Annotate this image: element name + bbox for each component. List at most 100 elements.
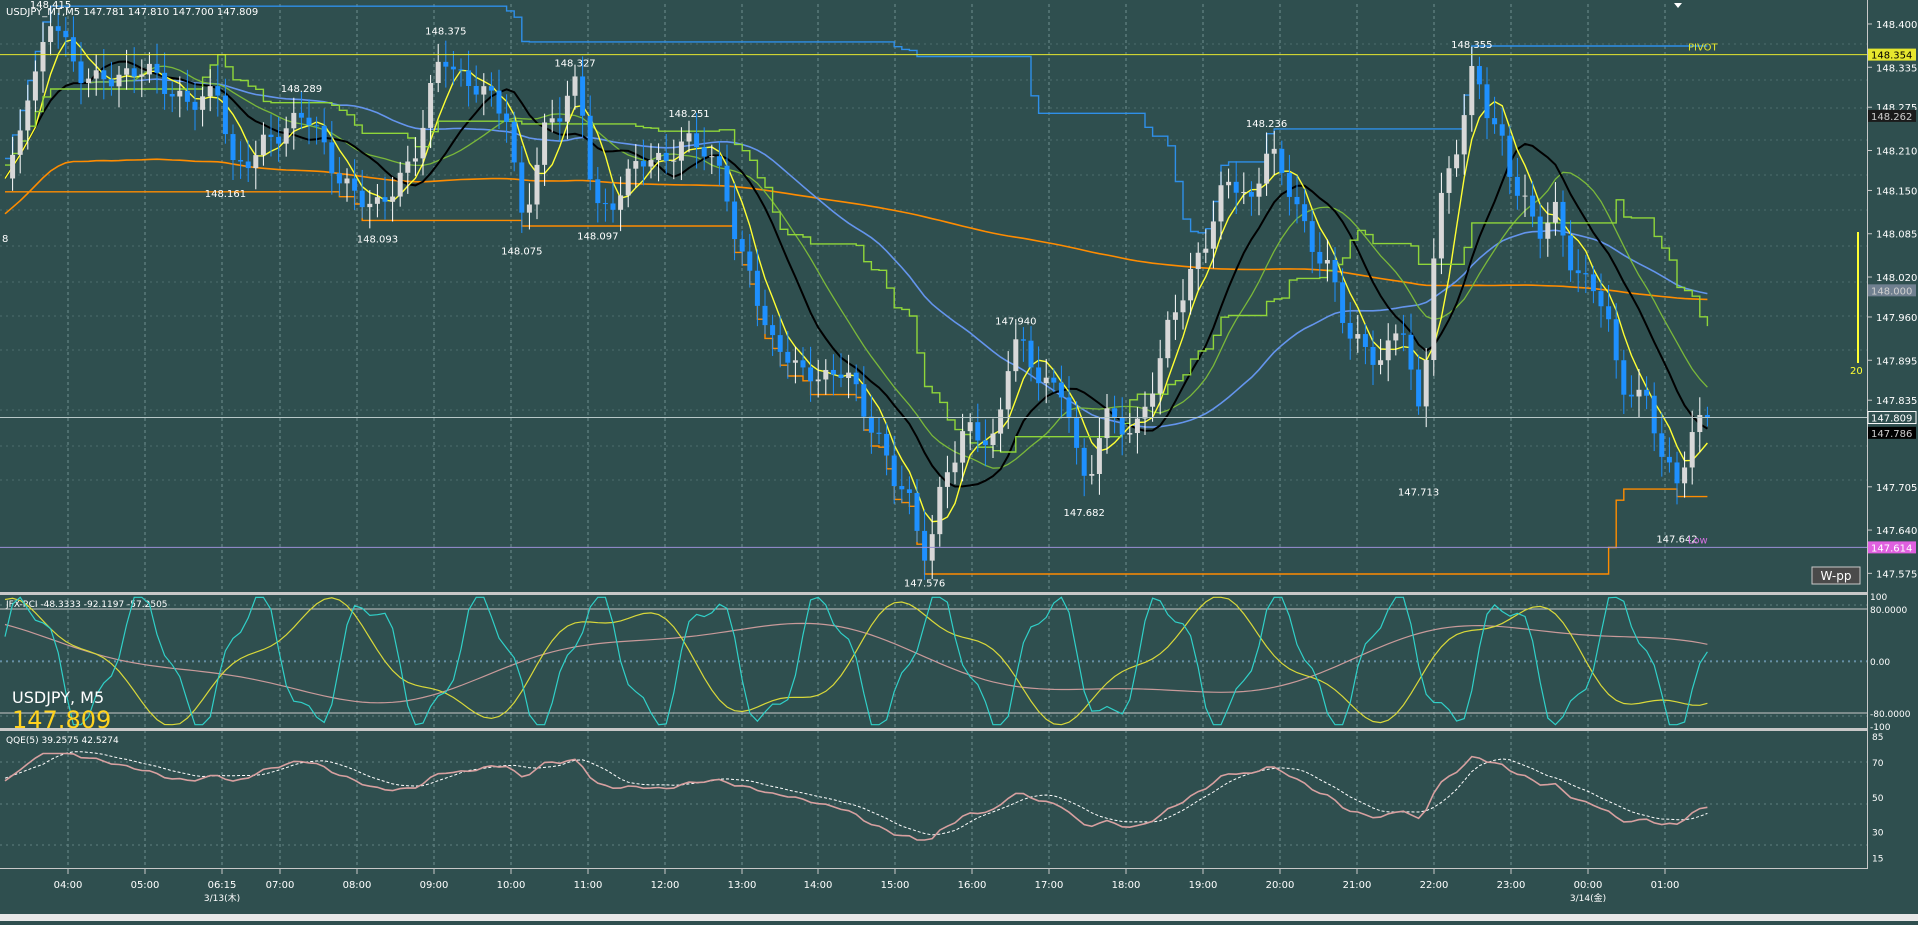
- candle[interactable]: [1218, 171, 1224, 240]
- candle[interactable]: [344, 168, 350, 202]
- candle[interactable]: [1522, 174, 1528, 218]
- candle[interactable]: [1332, 247, 1338, 302]
- candle[interactable]: [770, 314, 776, 356]
- candle[interactable]: [48, 5, 54, 56]
- candle[interactable]: [283, 116, 289, 157]
- candle[interactable]: [1043, 358, 1049, 404]
- candle[interactable]: [78, 42, 84, 105]
- candle[interactable]: [1096, 417, 1102, 495]
- candle[interactable]: [1666, 437, 1672, 473]
- candle[interactable]: [519, 146, 525, 233]
- candle[interactable]: [1188, 252, 1194, 315]
- candle[interactable]: [580, 56, 586, 137]
- candle[interactable]: [747, 234, 753, 288]
- candle[interactable]: [777, 315, 783, 368]
- candle[interactable]: [1279, 140, 1285, 186]
- candle[interactable]: [397, 161, 403, 207]
- candle[interactable]: [1621, 349, 1627, 414]
- candle[interactable]: [1674, 451, 1680, 505]
- candle[interactable]: [967, 413, 973, 451]
- candle[interactable]: [1651, 382, 1657, 452]
- candle[interactable]: [891, 435, 897, 504]
- candle[interactable]: [382, 176, 388, 220]
- candle[interactable]: [1552, 182, 1558, 236]
- candle[interactable]: [739, 230, 745, 267]
- candle[interactable]: [1568, 220, 1574, 282]
- candle[interactable]: [1248, 181, 1254, 216]
- candle[interactable]: [1461, 94, 1467, 175]
- candle[interactable]: [1112, 395, 1118, 434]
- candle[interactable]: [732, 183, 738, 261]
- candle[interactable]: [169, 81, 175, 113]
- candle[interactable]: [709, 144, 715, 175]
- rci-indicator-pane[interactable]: JFX-RCI -48.3333 -92.1197 -57.2505: [0, 596, 1867, 726]
- candle[interactable]: [374, 184, 380, 218]
- candle[interactable]: [792, 346, 798, 384]
- candle[interactable]: [701, 127, 707, 171]
- candle[interactable]: [139, 59, 145, 98]
- candle[interactable]: [1484, 67, 1490, 140]
- candle[interactable]: [1530, 181, 1536, 228]
- candle[interactable]: [1324, 239, 1330, 282]
- candle[interactable]: [990, 418, 996, 458]
- candle[interactable]: [17, 109, 23, 174]
- candle[interactable]: [154, 43, 160, 94]
- candle[interactable]: [1317, 232, 1323, 277]
- candle[interactable]: [1180, 279, 1186, 330]
- candle[interactable]: [504, 94, 510, 143]
- candle[interactable]: [884, 422, 890, 476]
- candle[interactable]: [982, 419, 988, 467]
- candle[interactable]: [306, 99, 312, 145]
- candle[interactable]: [238, 141, 244, 179]
- candle[interactable]: [587, 95, 593, 191]
- candle[interactable]: [754, 249, 760, 327]
- candle[interactable]: [215, 64, 221, 117]
- candle[interactable]: [405, 145, 411, 194]
- candlesticks[interactable]: [10, 5, 1710, 580]
- candle[interactable]: [177, 76, 183, 118]
- candle[interactable]: [960, 413, 966, 482]
- candle[interactable]: [1013, 319, 1019, 382]
- candle[interactable]: [466, 50, 472, 107]
- candle[interactable]: [922, 510, 928, 580]
- candle[interactable]: [1119, 397, 1125, 456]
- candle[interactable]: [116, 65, 122, 108]
- candle[interactable]: [367, 190, 373, 229]
- candle[interactable]: [1423, 348, 1429, 428]
- candle[interactable]: [1226, 168, 1232, 199]
- candle[interactable]: [1309, 209, 1315, 274]
- candle[interactable]: [481, 73, 487, 116]
- candle[interactable]: [1195, 242, 1201, 291]
- candle[interactable]: [1081, 438, 1087, 497]
- candle[interactable]: [1514, 157, 1520, 210]
- candle[interactable]: [108, 61, 114, 96]
- candle[interactable]: [192, 82, 198, 131]
- candle[interactable]: [222, 78, 228, 144]
- candle[interactable]: [146, 52, 152, 83]
- candle[interactable]: [86, 68, 92, 98]
- pane-divider-1[interactable]: [0, 592, 1868, 595]
- candle[interactable]: [1590, 265, 1596, 304]
- candle[interactable]: [1537, 203, 1543, 259]
- candle[interactable]: [1104, 393, 1110, 454]
- candle[interactable]: [1256, 167, 1262, 216]
- candle[interactable]: [823, 359, 829, 395]
- candle[interactable]: [1203, 229, 1209, 264]
- candle[interactable]: [40, 22, 46, 93]
- candle[interactable]: [496, 69, 502, 129]
- candle[interactable]: [230, 124, 236, 180]
- candle[interactable]: [1036, 346, 1042, 401]
- candle[interactable]: [32, 60, 38, 112]
- candle[interactable]: [390, 176, 396, 222]
- candle[interactable]: [1575, 249, 1581, 293]
- candle[interactable]: [1157, 339, 1163, 415]
- candle[interactable]: [93, 53, 99, 96]
- candle[interactable]: [443, 40, 449, 88]
- wpp-button[interactable]: W-pp: [1811, 566, 1861, 585]
- candle[interactable]: [1416, 354, 1422, 415]
- candle[interactable]: [1446, 156, 1452, 214]
- qqe-indicator-pane[interactable]: QQE(5) 39.2575 42.5274: [4, 736, 1708, 841]
- candle[interactable]: [207, 69, 213, 112]
- candle[interactable]: [572, 64, 578, 110]
- candle[interactable]: [1378, 338, 1384, 375]
